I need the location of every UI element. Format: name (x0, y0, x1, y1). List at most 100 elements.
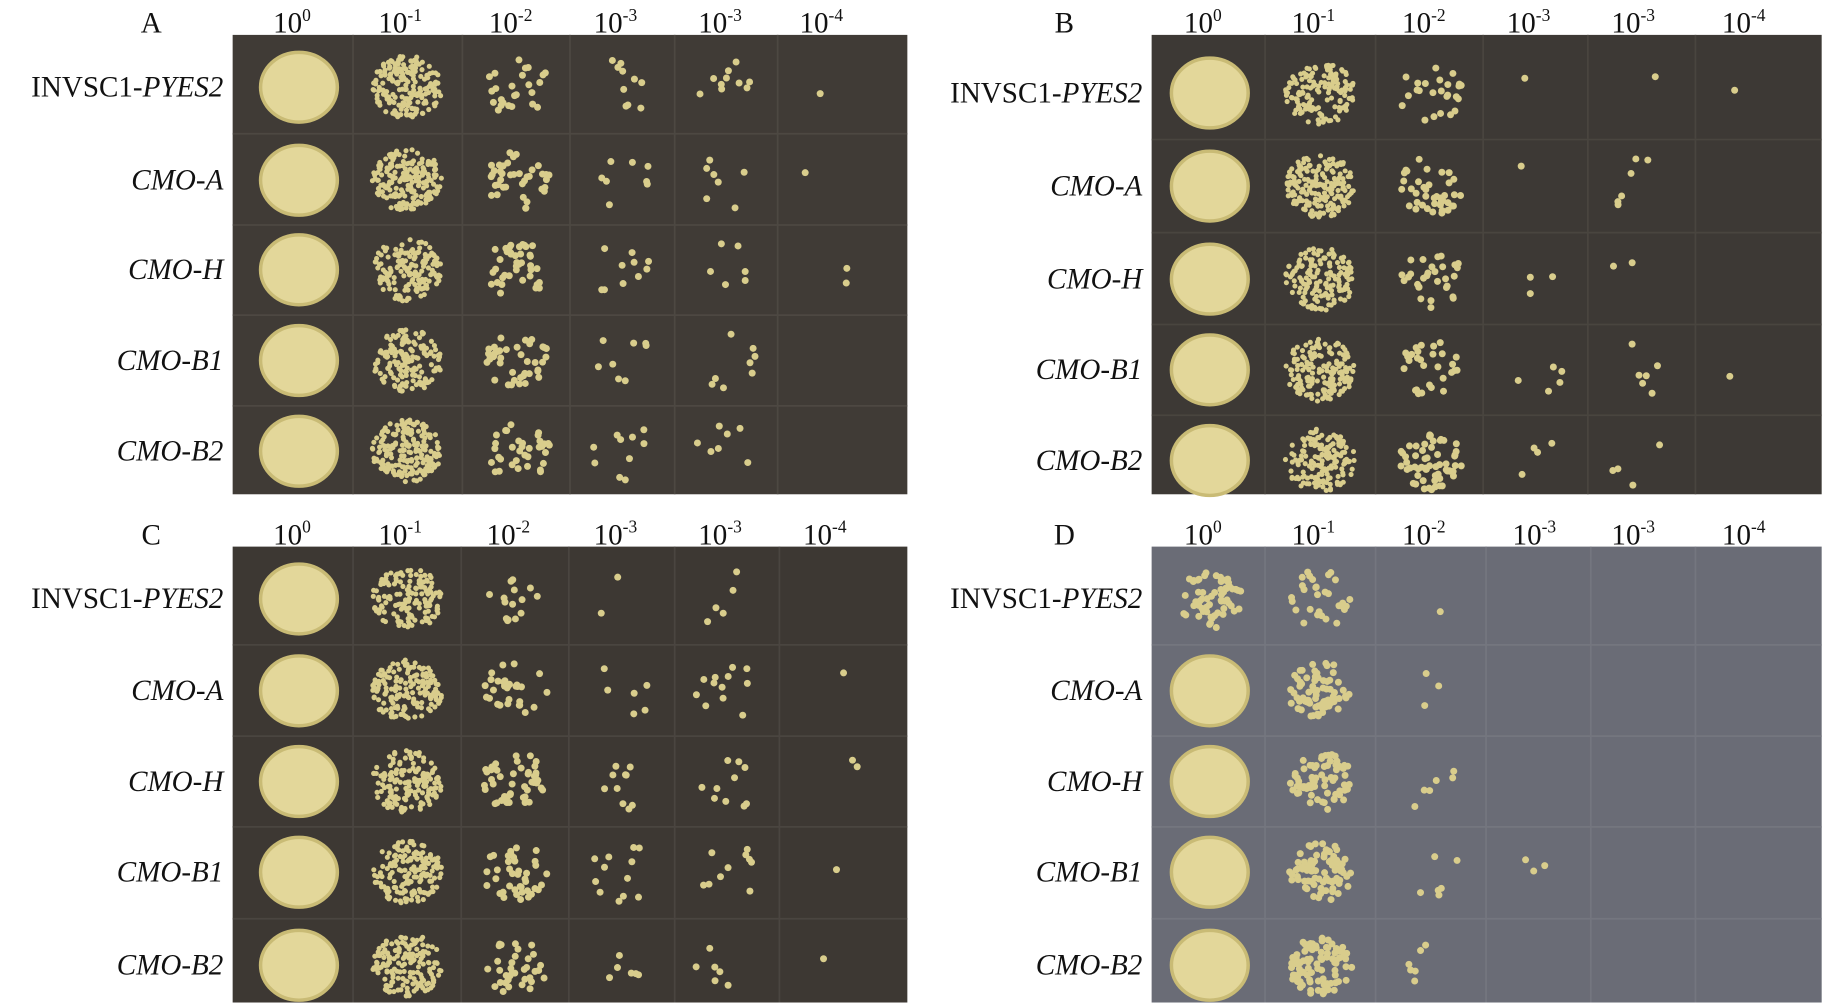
colony (529, 242, 537, 250)
colony (1319, 840, 1327, 848)
colony (514, 465, 522, 473)
colony (1292, 283, 1298, 289)
colony (420, 948, 426, 955)
row-label: INVSC1-PYES2 (950, 77, 1142, 109)
colony (428, 338, 434, 344)
colony (634, 273, 642, 281)
colony (415, 183, 422, 189)
colony (729, 586, 737, 594)
colony (491, 245, 499, 253)
colony (419, 591, 425, 597)
colony (1330, 203, 1336, 209)
colony (1326, 251, 1332, 257)
colony (1457, 81, 1465, 89)
colony (1445, 169, 1453, 177)
colony (388, 75, 394, 81)
colony (1222, 584, 1230, 592)
colony (1331, 273, 1337, 279)
colony (630, 689, 638, 697)
header-exponent: -3 (1536, 5, 1551, 25)
colony (1308, 73, 1314, 80)
colony (432, 704, 438, 710)
colony (377, 449, 383, 455)
colony (388, 711, 394, 717)
colony (1337, 436, 1343, 442)
colony-spot (260, 837, 338, 908)
panel-letter: B (1055, 8, 1074, 40)
header-exponent: -2 (1431, 5, 1446, 25)
colony (389, 968, 395, 974)
colony (410, 158, 417, 164)
colony (403, 372, 409, 378)
colony (1651, 73, 1659, 81)
colony (402, 680, 409, 686)
colony (722, 797, 730, 805)
colony (1347, 869, 1355, 877)
colony (1345, 271, 1351, 278)
colony (612, 762, 620, 770)
colony (1293, 865, 1301, 873)
colony (376, 952, 383, 959)
colony (521, 379, 529, 387)
colony (392, 94, 398, 100)
colony (390, 661, 396, 667)
colony (1330, 661, 1338, 669)
colony (692, 691, 700, 699)
colony (1334, 479, 1340, 485)
colony (1548, 439, 1556, 447)
colony (398, 987, 404, 993)
colony (379, 376, 385, 382)
colony-spot-edge (258, 323, 340, 398)
colony (396, 960, 402, 966)
colony (1342, 692, 1349, 700)
colony (524, 462, 532, 470)
colony (432, 432, 438, 438)
colony (527, 266, 535, 274)
colony (413, 366, 419, 372)
colony (397, 387, 403, 393)
colony (1342, 458, 1348, 464)
colony (434, 605, 440, 611)
colony (406, 265, 412, 271)
colony (707, 448, 715, 456)
colony (1347, 86, 1353, 92)
colony (413, 331, 419, 337)
colony (518, 443, 526, 451)
colony (521, 241, 529, 249)
colony (1350, 448, 1357, 455)
colony (420, 671, 426, 677)
colony (401, 273, 407, 279)
colony (599, 337, 607, 345)
colony (407, 449, 414, 456)
colony (384, 354, 390, 360)
colony (501, 598, 509, 606)
colony (428, 971, 434, 977)
colony (1346, 192, 1353, 198)
colony (536, 466, 544, 474)
colony (1407, 256, 1415, 264)
header-exponent: 0 (1213, 5, 1222, 25)
colony (414, 856, 420, 862)
colony (380, 677, 386, 684)
colony (388, 769, 394, 776)
colony (1296, 983, 1304, 991)
colony (724, 864, 732, 872)
colony (436, 700, 442, 706)
colony (1314, 398, 1321, 404)
colony (1318, 956, 1326, 964)
colony (387, 783, 393, 789)
colony (388, 706, 395, 712)
colony-spot-edge (1169, 654, 1250, 728)
colony (601, 245, 609, 253)
colony (423, 599, 429, 605)
colony (1420, 362, 1428, 370)
colony (622, 771, 630, 779)
colony (1294, 675, 1302, 683)
colony (392, 169, 398, 175)
colony (511, 252, 519, 260)
colony (405, 616, 411, 622)
colony (645, 257, 653, 265)
colony (1403, 458, 1411, 466)
label-plain: INVSC1- (950, 583, 1061, 615)
colony (743, 845, 751, 853)
